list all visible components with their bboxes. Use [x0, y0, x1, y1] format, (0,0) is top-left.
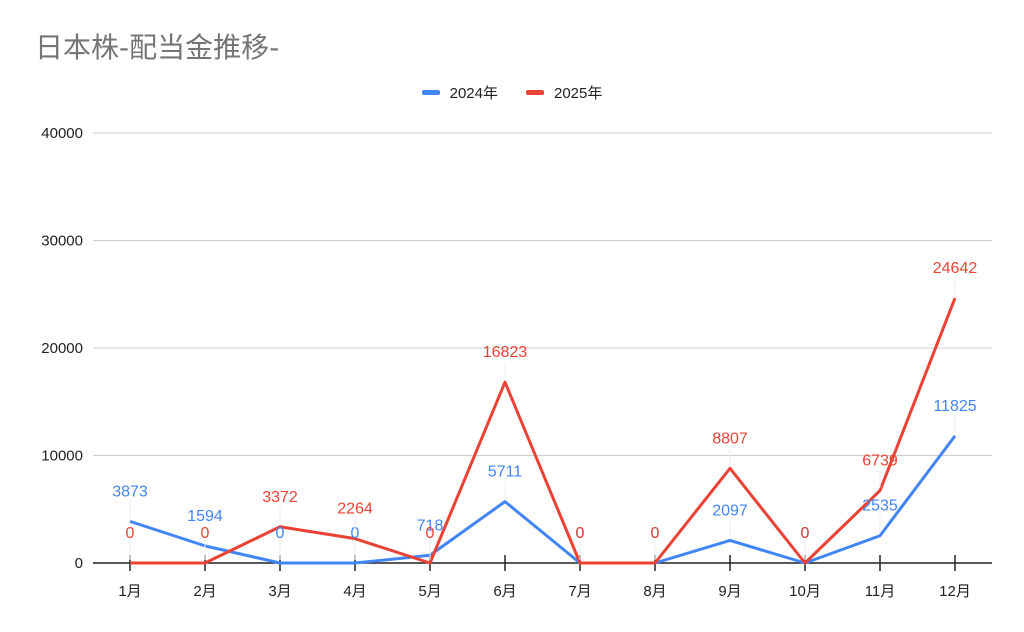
legend-swatch-2024 — [421, 90, 440, 95]
data-label: 0 — [201, 525, 210, 542]
x-tick-label: 9月 — [718, 583, 741, 600]
data-label: 5711 — [488, 464, 523, 481]
data-label: 6739 — [862, 453, 898, 470]
data-label: 24642 — [933, 260, 978, 277]
chart-legend: 2024年 2025年 — [0, 82, 1024, 103]
y-tick-label: 20000 — [41, 340, 83, 357]
data-label: 2264 — [337, 501, 373, 518]
data-label: 3372 — [262, 489, 298, 506]
data-label: 1594 — [187, 508, 223, 525]
data-label: 0 — [576, 525, 585, 542]
legend-item-2024[interactable]: 2024年 — [421, 82, 498, 103]
data-label: 11825 — [933, 398, 976, 415]
data-label: 0 — [126, 525, 135, 542]
x-tick-label: 11月 — [865, 583, 896, 600]
data-label: 0 — [801, 525, 810, 542]
data-label: 2535 — [862, 498, 898, 515]
data-label: 0 — [576, 525, 585, 542]
data-label: 718 — [417, 517, 444, 534]
y-tick-label: 30000 — [41, 233, 83, 250]
y-tick-label: 40000 — [41, 125, 83, 142]
x-tick-label: 1月 — [118, 583, 141, 600]
x-tick-label: 10月 — [789, 583, 821, 600]
x-tick-label: 2月 — [193, 583, 216, 600]
x-tick-label: 8月 — [643, 583, 666, 600]
x-tick-label: 3月 — [268, 583, 291, 600]
data-label: 16823 — [483, 344, 528, 361]
series-line-2025年[interactable] — [130, 297, 957, 565]
legend-label-2025: 2025年 — [554, 85, 603, 102]
data-label: 0 — [276, 525, 285, 542]
data-label: 3873 — [112, 483, 148, 500]
data-label: 0 — [801, 525, 810, 542]
x-tick-label: 12月 — [939, 583, 971, 600]
data-label: 0 — [651, 525, 660, 542]
legend-item-2025[interactable]: 2025年 — [526, 82, 602, 103]
x-tick-label: 4月 — [343, 583, 366, 600]
data-label: 0 — [651, 525, 660, 542]
legend-swatch-2025 — [526, 90, 544, 95]
series-line-2024年[interactable] — [129, 434, 957, 565]
y-tick-label: 0 — [75, 555, 83, 572]
data-label: 8807 — [712, 430, 748, 447]
x-tick-label: 7月 — [568, 583, 591, 600]
data-label: 0 — [426, 525, 435, 542]
x-tick-label: 5月 — [418, 583, 441, 600]
chart-title: 日本株-配当金推移- — [35, 31, 280, 64]
y-tick-label: 10000 — [41, 448, 83, 465]
data-label: 2097 — [712, 502, 748, 519]
x-tick-label: 6月 — [493, 583, 516, 600]
legend-label-2024: 2024年 — [449, 85, 498, 102]
